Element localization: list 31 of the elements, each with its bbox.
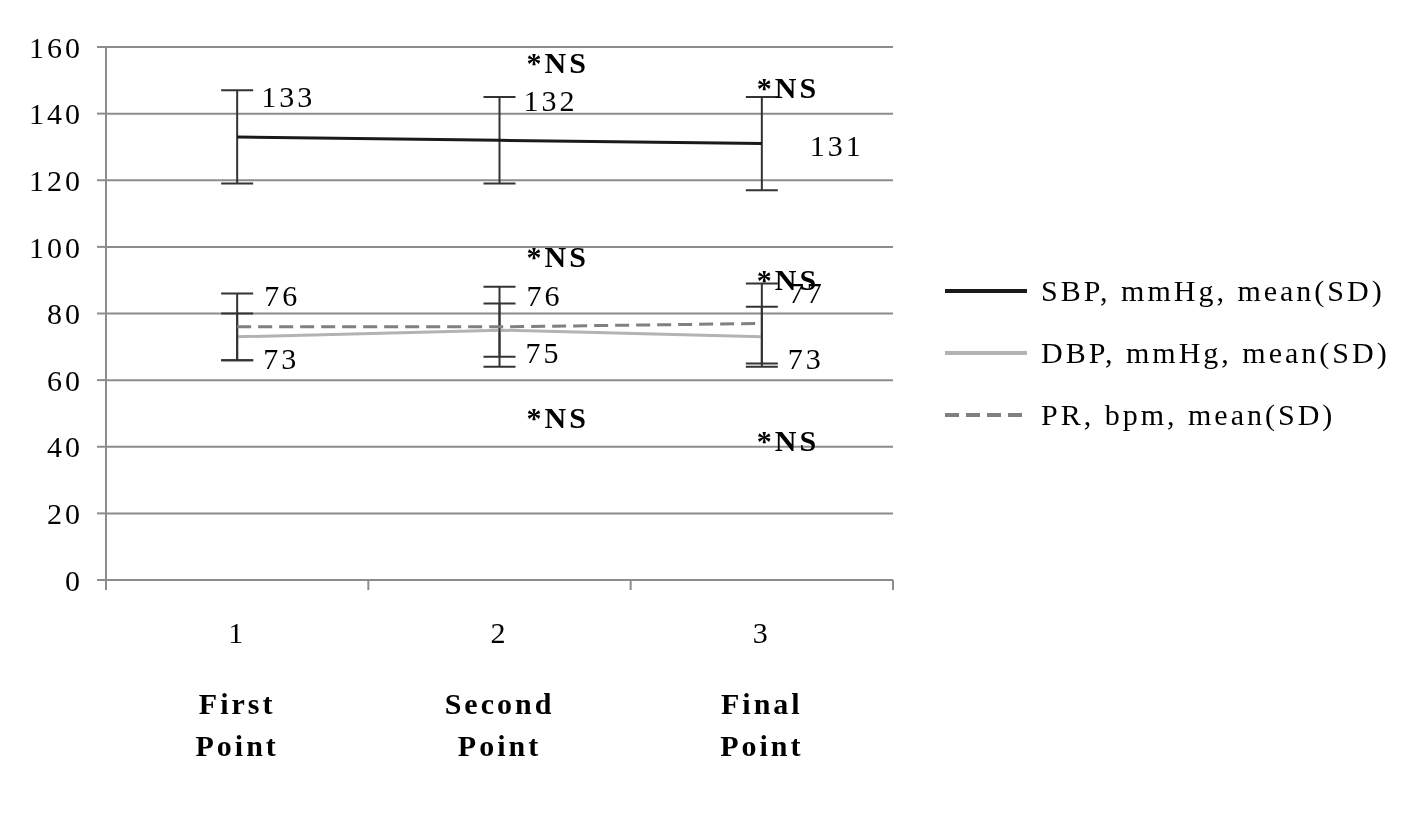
y-tick-label: 60 — [47, 363, 83, 397]
y-tick-label: 80 — [47, 297, 83, 331]
y-tick-label: 100 — [29, 230, 83, 264]
annotation: *NS — [526, 400, 589, 434]
text: Second Point — [444, 686, 555, 762]
legend-label: SBP, mmHg, mean(SD) — [1041, 274, 1385, 308]
data-label: 75 — [525, 335, 562, 369]
data-label: 133 — [261, 80, 316, 114]
y-tick-label: 120 — [29, 163, 83, 197]
y-tick-label: 140 — [29, 97, 83, 131]
x-tick-label: 3 — [752, 615, 771, 649]
y-tick-label: 0 — [65, 563, 83, 597]
annotation: *NS — [526, 239, 589, 273]
y-tick-label: 20 — [47, 497, 83, 531]
legend-label: DBP, mmHg, mean(SD) — [1041, 336, 1390, 370]
annotation: *NS — [526, 45, 589, 79]
legend-label: PR, bpm, mean(SD) — [1041, 398, 1336, 432]
data-label: 73 — [263, 342, 300, 376]
data-label: 132 — [523, 83, 578, 117]
data-label: 131 — [809, 129, 864, 163]
annotation: *NS — [756, 423, 820, 457]
data-label: 76 — [264, 279, 301, 313]
x-tick-label: 1 — [228, 615, 247, 649]
x-tick-label: 2 — [490, 615, 509, 649]
data-label: 73 — [787, 342, 824, 376]
y-tick-label: 40 — [47, 430, 83, 464]
y-tick-label: 160 — [29, 30, 83, 64]
data-label: 76 — [526, 279, 563, 313]
text: First Point — [195, 686, 279, 762]
annotation: *NS — [756, 70, 820, 104]
text: Final Point — [720, 686, 804, 762]
